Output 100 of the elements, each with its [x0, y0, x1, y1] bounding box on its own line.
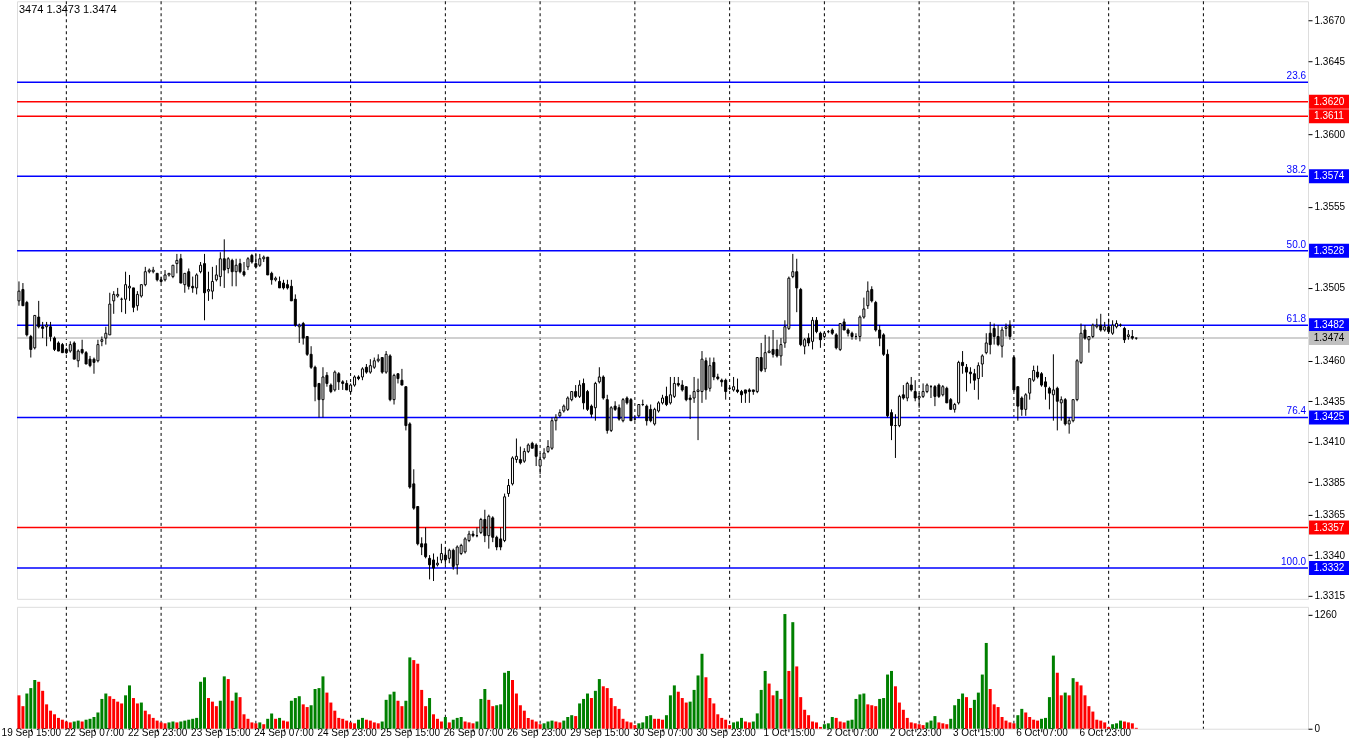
- bar: [988, 689, 992, 729]
- candlestick: [1055, 386, 1059, 431]
- bar: [167, 722, 171, 729]
- bar: [278, 717, 282, 729]
- bar: [147, 714, 151, 729]
- y-tick-label: 1.3365: [1314, 509, 1346, 521]
- bar: [270, 713, 274, 729]
- ref-line-label: 1.3574: [1313, 170, 1345, 182]
- bar: [199, 681, 203, 729]
- bar: [376, 723, 380, 729]
- ref-line-label: 1.3332: [1313, 562, 1345, 574]
- bar: [289, 700, 293, 729]
- y-tick-label: 1.3315: [1314, 590, 1346, 602]
- bar: [163, 723, 167, 729]
- bar: [629, 722, 633, 729]
- bar: [866, 704, 870, 729]
- bar: [676, 691, 680, 729]
- candlestick: [222, 238, 226, 289]
- bar: [349, 722, 353, 729]
- candlestick: [724, 378, 728, 401]
- bar: [175, 722, 179, 729]
- bar: [846, 720, 850, 729]
- bar: [372, 722, 376, 729]
- ref-line-label: 1.3482: [1313, 319, 1345, 331]
- bar: [874, 706, 878, 729]
- bar: [226, 679, 230, 729]
- candlestick: [996, 324, 1000, 347]
- bar: [1067, 695, 1071, 729]
- candlestick: [582, 378, 586, 410]
- bar: [408, 657, 412, 729]
- bar: [984, 642, 988, 729]
- bar: [854, 698, 858, 729]
- bar: [767, 683, 771, 729]
- y-tick-label: 1.3435: [1314, 395, 1346, 407]
- bar: [321, 676, 325, 729]
- bar: [151, 717, 155, 729]
- bar: [1020, 708, 1024, 729]
- bar: [88, 718, 92, 729]
- bar: [1063, 692, 1067, 729]
- bar: [961, 693, 965, 729]
- bar: [795, 666, 799, 729]
- x-tick-label: 6 Oct 07:00: [1016, 727, 1069, 739]
- candlestick: [668, 376, 672, 405]
- candlestick: [763, 334, 767, 373]
- bar: [791, 622, 795, 729]
- bar: [60, 719, 64, 729]
- bar: [925, 722, 929, 729]
- candlestick: [242, 261, 246, 278]
- bar: [396, 700, 400, 729]
- bar: [305, 707, 309, 729]
- y-tick-label: 1260: [1314, 609, 1338, 621]
- bar: [1115, 723, 1119, 729]
- bar: [1103, 722, 1107, 729]
- bar: [893, 686, 897, 729]
- ref-line-label: 1.3474: [1313, 332, 1345, 344]
- bar: [246, 718, 250, 729]
- bar: [432, 714, 436, 729]
- bar: [720, 717, 724, 729]
- bar: [104, 693, 108, 729]
- bar: [941, 723, 945, 729]
- bar: [116, 701, 120, 729]
- bar: [467, 722, 471, 729]
- candlestick: [455, 544, 459, 576]
- bar: [262, 724, 266, 729]
- x-tick-label: 24 Sep 23:00: [317, 727, 378, 739]
- y-tick-label: 0: [1314, 723, 1321, 735]
- bar: [550, 720, 554, 729]
- annotation: 50.0: [1286, 238, 1307, 250]
- bar: [732, 722, 736, 729]
- bar: [258, 722, 262, 729]
- candlestick: [424, 527, 428, 559]
- bar: [459, 716, 463, 729]
- bar: [33, 679, 37, 729]
- bar: [724, 719, 728, 729]
- x-tick-label: 19 Sep 15:00: [1, 727, 62, 739]
- bar: [388, 694, 392, 729]
- y-tick-label: 1.3555: [1314, 201, 1346, 213]
- y-tick-label: 1.3670: [1314, 15, 1346, 27]
- y-tick-label: 1.3600: [1314, 128, 1346, 140]
- bar: [886, 674, 890, 729]
- x-tick-label: 26 Sep 23:00: [506, 727, 567, 739]
- bar: [131, 698, 135, 729]
- bar: [1119, 720, 1122, 729]
- bar: [345, 720, 349, 729]
- bar: [779, 698, 783, 729]
- bar: [171, 721, 175, 729]
- candlestick: [487, 514, 491, 550]
- bar: [1051, 655, 1055, 729]
- bar: [72, 721, 76, 729]
- bar: [392, 691, 396, 729]
- candlestick: [17, 280, 21, 307]
- bar: [364, 719, 368, 729]
- candlestick: [333, 370, 337, 393]
- bar: [428, 698, 432, 729]
- bar: [56, 717, 60, 729]
- x-tick-label: 23 Sep 15:00: [191, 727, 251, 739]
- annotation: 3474 1.3473 1.3474: [18, 3, 117, 16]
- candlestick: [992, 323, 996, 346]
- bar: [530, 719, 534, 729]
- bar: [589, 698, 593, 729]
